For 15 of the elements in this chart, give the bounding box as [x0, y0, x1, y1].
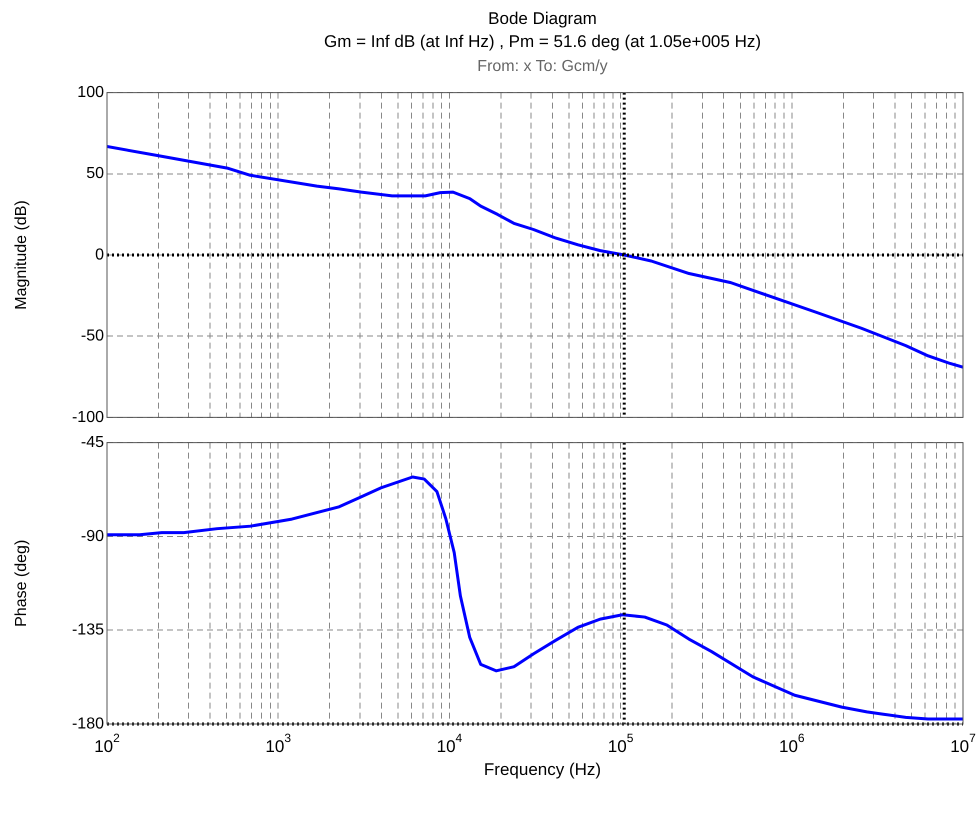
y-axis-title: Magnitude (dB)	[13, 200, 30, 310]
y-tick-label: -135	[72, 622, 104, 639]
y-tick-label: -45	[80, 434, 104, 452]
text: From: x To: Gcm/y	[476, 57, 609, 77]
y-tick-label: -90	[80, 528, 104, 545]
y-tick-label: 0	[95, 246, 104, 264]
chart-subtitle: Gm = Inf dB (at Inf Hz) , Pm = 51.6 deg (at 1.05e+005 Hz)	[322, 31, 762, 53]
y-tick-label: 50	[86, 165, 104, 182]
y-axis-title: Phase (deg)	[13, 540, 30, 627]
x-axis-title: Frequency (Hz)	[482, 760, 602, 780]
y-tick-label: 100	[77, 84, 104, 102]
y-tick-label: -50	[80, 328, 104, 345]
y-tick-label: -180	[72, 715, 104, 732]
y-tick-label: -100	[72, 408, 104, 426]
chart-title: Bode Diagram	[487, 8, 598, 30]
